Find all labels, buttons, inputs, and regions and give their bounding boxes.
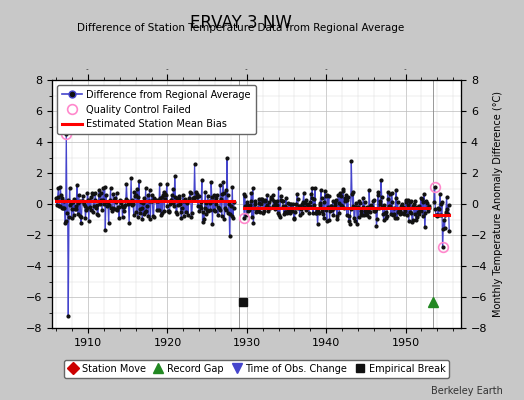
- Text: Berkeley Earth: Berkeley Earth: [431, 386, 503, 396]
- Legend: Station Move, Record Gap, Time of Obs. Change, Empirical Break: Station Move, Record Gap, Time of Obs. C…: [64, 360, 449, 378]
- Text: ERVAY 3 NW: ERVAY 3 NW: [190, 14, 292, 32]
- Y-axis label: Monthly Temperature Anomaly Difference (°C): Monthly Temperature Anomaly Difference (…: [493, 91, 503, 317]
- Text: Difference of Station Temperature Data from Regional Average: Difference of Station Temperature Data f…: [78, 23, 405, 33]
